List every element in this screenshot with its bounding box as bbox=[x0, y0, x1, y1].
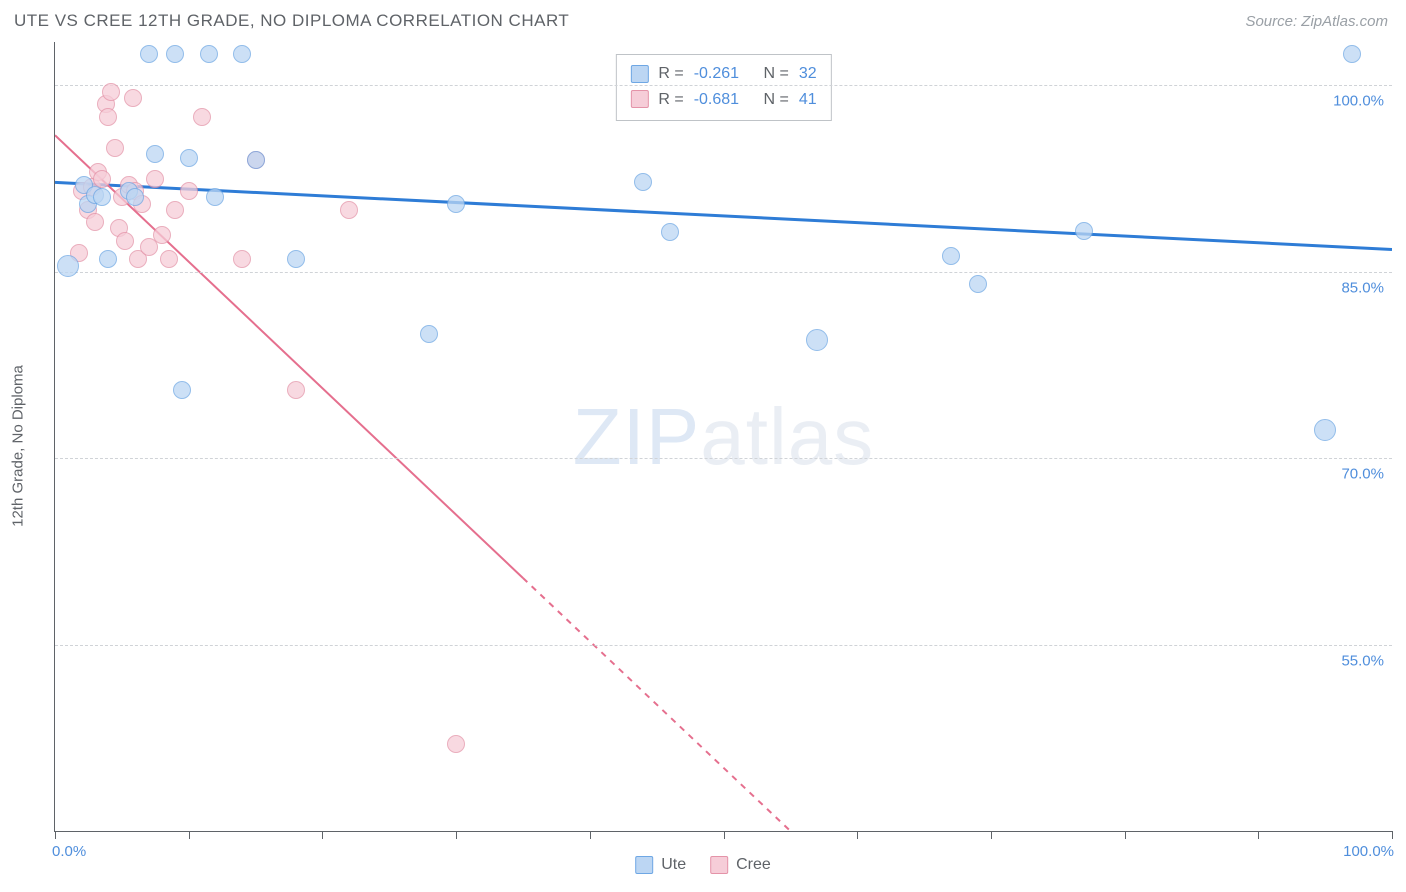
x-axis-max-label: 100.0% bbox=[1343, 843, 1394, 860]
n-label: N = bbox=[764, 87, 789, 113]
x-tick bbox=[590, 831, 591, 839]
cree-point bbox=[146, 170, 164, 188]
ute-point bbox=[287, 250, 305, 268]
x-tick bbox=[1392, 831, 1393, 839]
stats-row-ute: R = -0.261 N = 32 bbox=[630, 61, 816, 87]
cree-point bbox=[153, 226, 171, 244]
gridline bbox=[55, 458, 1392, 459]
cree-point bbox=[102, 83, 120, 101]
swatch-cree bbox=[710, 856, 728, 874]
swatch-ute bbox=[635, 856, 653, 874]
ute-point bbox=[180, 149, 198, 167]
cree-point bbox=[86, 213, 104, 231]
y-tick-label: 70.0% bbox=[1341, 466, 1384, 483]
cree-point bbox=[447, 735, 465, 753]
ute-point bbox=[806, 329, 828, 351]
n-value-ute: 32 bbox=[799, 61, 817, 87]
correlation-stats-box: R = -0.261 N = 32 R = -0.681 N = 41 bbox=[615, 54, 831, 121]
ute-point bbox=[447, 195, 465, 213]
ute-point bbox=[166, 45, 184, 63]
y-tick-label: 85.0% bbox=[1341, 279, 1384, 296]
x-tick bbox=[991, 831, 992, 839]
cree-point bbox=[106, 139, 124, 157]
x-tick bbox=[1125, 831, 1126, 839]
ute-point bbox=[99, 250, 117, 268]
watermark-thin: atlas bbox=[700, 392, 874, 481]
legend-item-ute: Ute bbox=[635, 856, 686, 874]
source-attribution: Source: ZipAtlas.com bbox=[1245, 13, 1388, 30]
legend-item-cree: Cree bbox=[710, 856, 771, 874]
ute-point bbox=[1314, 419, 1336, 441]
ute-point bbox=[173, 381, 191, 399]
x-tick bbox=[189, 831, 190, 839]
ute-point bbox=[146, 145, 164, 163]
r-value-ute: -0.261 bbox=[694, 61, 739, 87]
watermark: ZIPatlas bbox=[573, 391, 874, 483]
gridline bbox=[55, 272, 1392, 273]
n-label: N = bbox=[764, 61, 789, 87]
cree-point bbox=[193, 108, 211, 126]
ute-point bbox=[126, 188, 144, 206]
chart-title: UTE VS CREE 12TH GRADE, NO DIPLOMA CORRE… bbox=[14, 11, 569, 31]
x-tick bbox=[857, 831, 858, 839]
ute-point bbox=[233, 45, 251, 63]
ute-point bbox=[969, 275, 987, 293]
cree-point bbox=[116, 232, 134, 250]
ute-point bbox=[247, 151, 265, 169]
x-tick bbox=[724, 831, 725, 839]
swatch-cree bbox=[630, 90, 648, 108]
ute-point bbox=[206, 188, 224, 206]
legend-label-cree: Cree bbox=[736, 856, 771, 874]
ute-point bbox=[57, 255, 79, 277]
ute-point bbox=[942, 247, 960, 265]
ute-point bbox=[661, 223, 679, 241]
ute-point bbox=[420, 325, 438, 343]
r-value-cree: -0.681 bbox=[694, 87, 739, 113]
cree-point bbox=[287, 381, 305, 399]
ute-point bbox=[1075, 222, 1093, 240]
ute-point bbox=[1343, 45, 1361, 63]
scatter-plot-area: ZIPatlas R = -0.261 N = 32 R = -0.681 N … bbox=[54, 42, 1392, 832]
gridline bbox=[55, 85, 1392, 86]
r-label: R = bbox=[658, 61, 683, 87]
y-axis-title: 12th Grade, No Diploma bbox=[10, 365, 27, 527]
legend: Ute Cree bbox=[635, 856, 771, 874]
x-tick bbox=[322, 831, 323, 839]
cree-point bbox=[99, 108, 117, 126]
x-tick bbox=[456, 831, 457, 839]
ute-point bbox=[200, 45, 218, 63]
ute-point bbox=[634, 173, 652, 191]
x-tick bbox=[55, 831, 56, 839]
cree-point bbox=[233, 250, 251, 268]
y-tick-label: 55.0% bbox=[1341, 652, 1384, 669]
stats-row-cree: R = -0.681 N = 41 bbox=[630, 87, 816, 113]
ute-point bbox=[140, 45, 158, 63]
x-tick bbox=[1258, 831, 1259, 839]
y-tick-label: 100.0% bbox=[1333, 93, 1384, 110]
cree-point bbox=[124, 89, 142, 107]
cree-point bbox=[180, 182, 198, 200]
n-value-cree: 41 bbox=[799, 87, 817, 113]
ute-point bbox=[93, 188, 111, 206]
swatch-ute bbox=[630, 65, 648, 83]
r-label: R = bbox=[658, 87, 683, 113]
cree-point bbox=[340, 201, 358, 219]
legend-label-ute: Ute bbox=[661, 856, 686, 874]
gridline bbox=[55, 645, 1392, 646]
cree-point bbox=[160, 250, 178, 268]
cree-point bbox=[166, 201, 184, 219]
x-axis-min-label: 0.0% bbox=[52, 843, 86, 860]
watermark-strong: ZIP bbox=[573, 392, 700, 481]
